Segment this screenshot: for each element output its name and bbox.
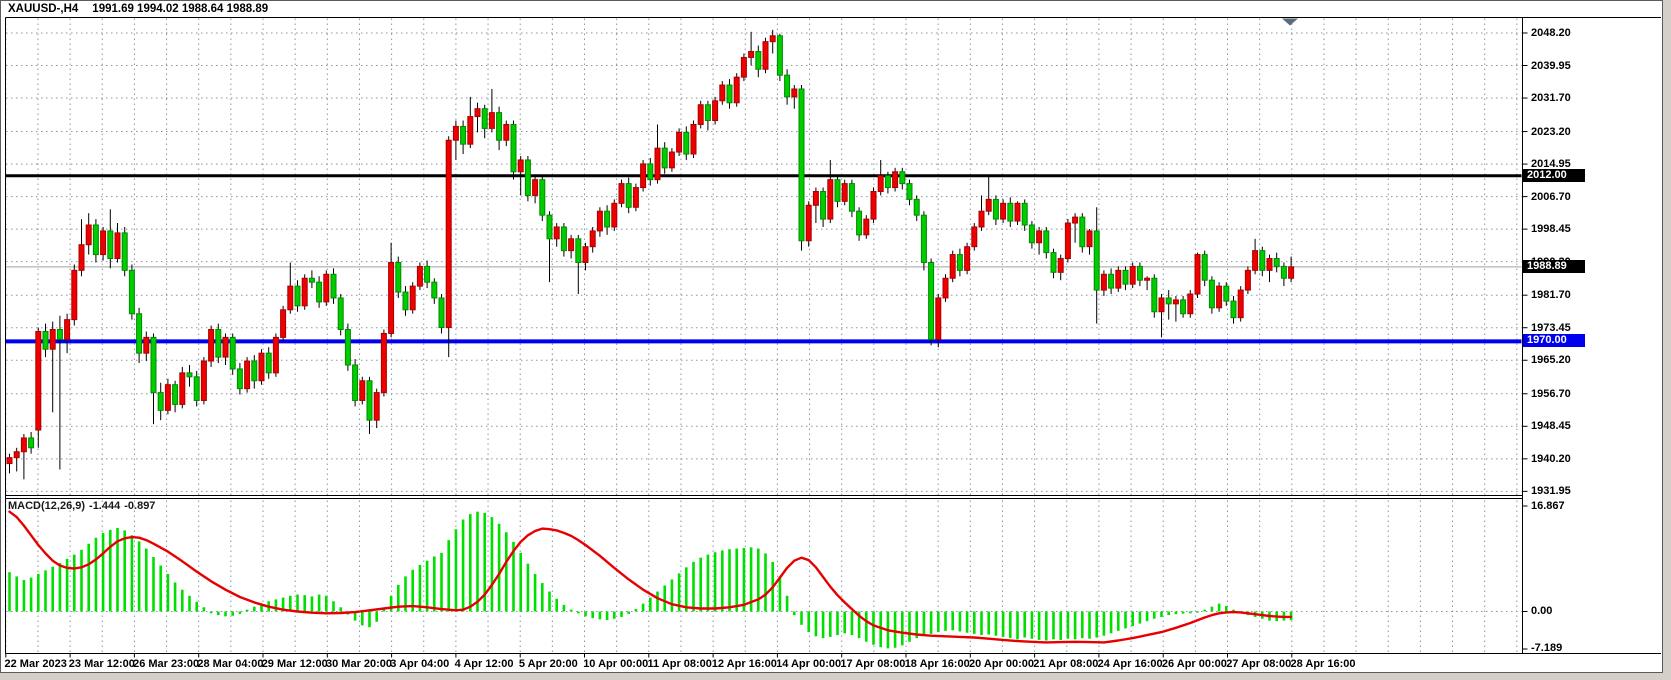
candlestick-series <box>6 29 1295 480</box>
pane-borders <box>5 17 1661 654</box>
time-axis-label: 26 Mar 23:00 <box>133 658 200 670</box>
time-axis-label: 23 Mar 12:00 <box>68 658 135 670</box>
time-axis-label: 24 Apr 16:00 <box>1097 658 1163 670</box>
price-tag-resistance: 2012.00 <box>1523 169 1585 182</box>
time-axis-label: 12 Apr 16:00 <box>711 658 777 670</box>
price-axis-label: 1998.45 <box>1531 223 1571 236</box>
time-axis-label: 18 Apr 16:00 <box>904 658 970 670</box>
time-axis-label: 22 Mar 2023 <box>4 658 67 670</box>
macd-name: MACD(12,26,9) <box>8 500 86 512</box>
price-axis-label: 1973.45 <box>1531 321 1571 334</box>
time-axis-label: 30 Mar 20:00 <box>326 658 393 670</box>
price-tag-resistance-value: 2012.00 <box>1527 169 1567 181</box>
price-axis-label: 1948.45 <box>1531 420 1571 433</box>
macd-axis-max-label: 16.867 <box>1531 500 1565 512</box>
macd-signal-value: -0.897 <box>124 500 156 512</box>
time-axis-label: 14 Apr 00:00 <box>776 658 842 670</box>
macd-axis-min-label: -7.189 <box>1531 642 1563 654</box>
time-axis-label: 28 Apr 16:00 <box>1290 658 1356 670</box>
price-axis-label: 2031.70 <box>1531 92 1571 105</box>
price-axis-label: 1981.70 <box>1531 289 1571 302</box>
time-axis[interactable]: 22 Mar 2023 23 Mar 12:00 26 Mar 23:00 28 Ma… <box>1 654 1521 673</box>
time-axis-label: 4 Apr 12:00 <box>454 658 514 670</box>
price-tag-support: 1970.00 <box>1523 334 1585 347</box>
time-axis-label: 3 Apr 04:00 <box>390 658 450 670</box>
chart-ohlc-values: 1991.69 1994.02 1988.64 1988.89 <box>92 3 269 15</box>
price-axis-label: 2023.20 <box>1531 125 1571 138</box>
macd-indicator-label: MACD(12,26,9) -1.444 -0.897 <box>8 500 159 512</box>
price-tag-support-value: 1970.00 <box>1527 334 1567 346</box>
price-tag-bid-value: 1988.89 <box>1527 260 1567 272</box>
chart-symbol-period: XAUUSD-,H4 <box>8 3 79 15</box>
level-lines <box>6 174 1522 344</box>
macd-histogram <box>8 511 1293 649</box>
time-axis-label: 17 Apr 08:00 <box>840 658 906 670</box>
time-axis-label: 29 Mar 12:00 <box>261 658 328 670</box>
price-axis-label: 2048.20 <box>1531 26 1571 39</box>
time-axis-label: 20 Apr 00:00 <box>969 658 1035 670</box>
chart-title: XAUUSD-,H4 1991.69 1994.02 1988.64 1988.8… <box>8 3 268 15</box>
time-axis-label: 11 Apr 08:00 <box>647 658 712 670</box>
price-axis-label: 1956.70 <box>1531 387 1571 400</box>
macd-axis-zero-label: 0.00 <box>1531 605 1553 617</box>
price-axis-label: 2014.95 <box>1531 158 1571 171</box>
price-tag-bid: 1988.89 <box>1523 260 1585 273</box>
time-axis-label: 27 Apr 08:00 <box>1226 658 1292 670</box>
axis-ticks <box>5 32 1528 658</box>
price-axis-label: 1940.20 <box>1531 452 1571 465</box>
time-axis-label: 10 Apr 00:00 <box>583 658 649 670</box>
time-axis-label: 28 Mar 04:00 <box>197 658 264 670</box>
price-axis-label: 2006.70 <box>1531 190 1571 203</box>
price-axis-label: 2039.95 <box>1531 59 1571 72</box>
time-axis-label: 26 Apr 00:00 <box>1161 658 1227 670</box>
macd-main-value: -1.444 <box>89 500 121 512</box>
time-axis-label: 5 Apr 20:00 <box>518 658 578 670</box>
chart-shift-marker[interactable] <box>1282 18 1298 26</box>
macd-signal-line <box>8 510 1293 644</box>
price-axis-label: 1965.20 <box>1531 354 1571 367</box>
time-axis-label: 21 Apr 08:00 <box>1033 658 1099 670</box>
price-axis-label: 1931.95 <box>1531 485 1571 498</box>
